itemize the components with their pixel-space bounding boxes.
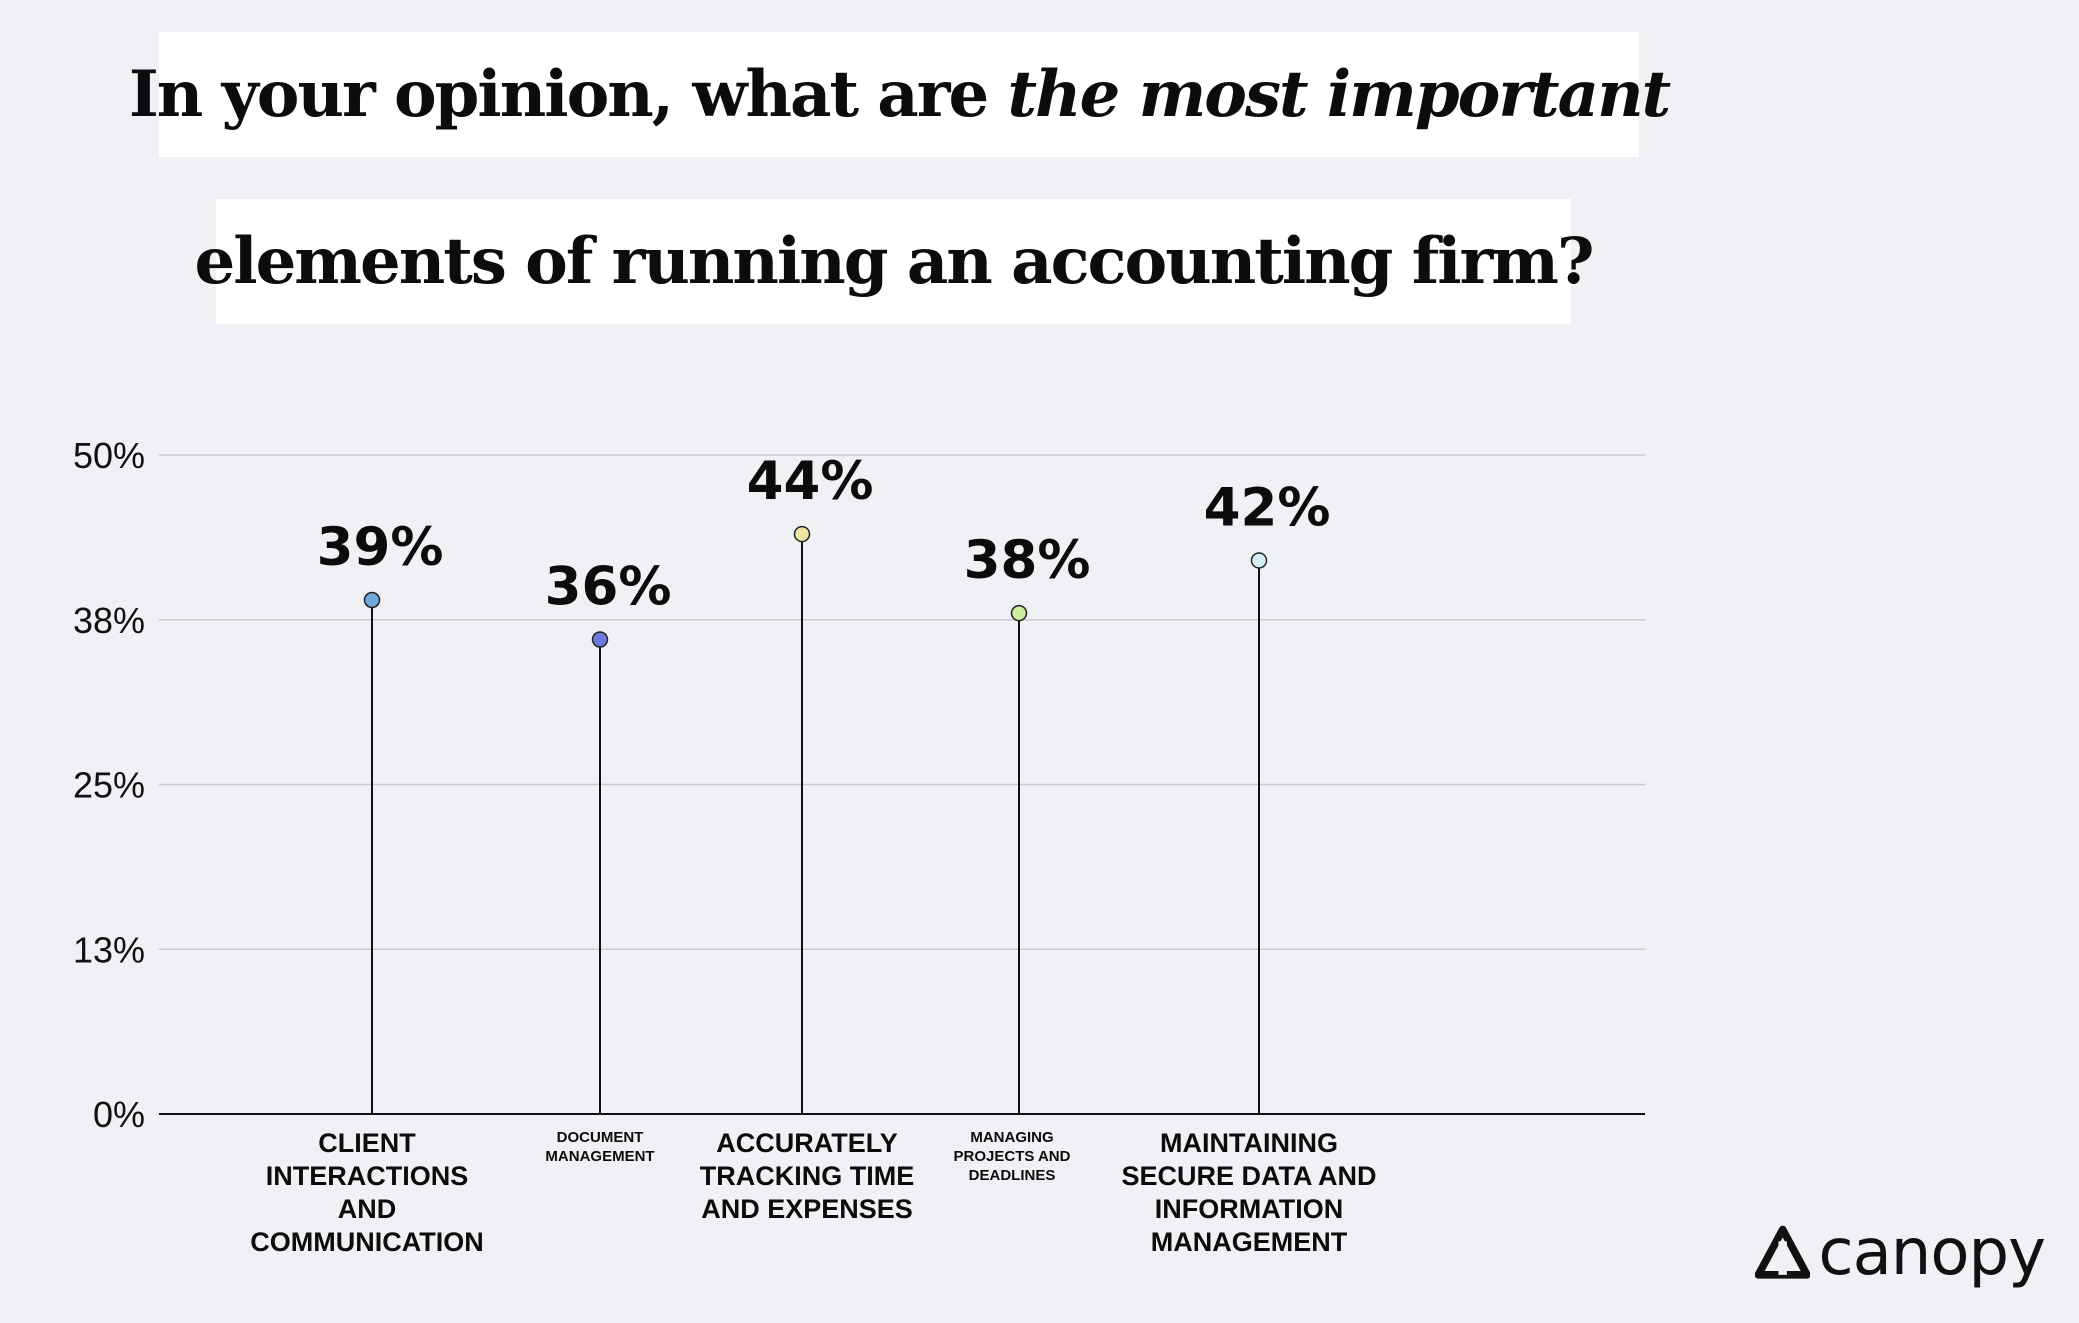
title-line-1-italic: the most important — [1007, 57, 1671, 132]
grid-lines — [159, 454, 1645, 1115]
canopy-logo-wordmark: canopy — [1818, 1216, 2046, 1290]
data-label: 38% — [964, 530, 1091, 591]
y-tick-label: 25% — [73, 765, 145, 806]
data-label: 36% — [545, 557, 672, 618]
category-label-line: PROJECTS AND — [954, 1148, 1071, 1165]
category-label-line: SECURE DATA AND — [1122, 1161, 1377, 1191]
lollipop-point — [591, 631, 609, 648]
category-label-line: COMMUNICATION — [250, 1227, 483, 1257]
category-label: MAINTAINING SECURE DATA AND INFORMATION MAN… — [1122, 1128, 1377, 1257]
lollipop-point — [793, 525, 811, 543]
category-label: MANAGING PROJECTS AND DEADLINES — [954, 1129, 1071, 1184]
category-label-line: DEADLINES — [969, 1167, 1056, 1184]
title-line-2: elements of running an accounting firm? — [195, 199, 1594, 324]
category-label-line: MANAGEMENT — [1151, 1227, 1348, 1257]
category-label: CLIENT INTERACTIONS AND COMMUNICATION — [250, 1128, 483, 1257]
data-label: 42% — [1204, 477, 1331, 538]
category-label-line: AND — [338, 1194, 397, 1224]
lollipop-point — [1250, 552, 1268, 569]
data-label: 44% — [747, 451, 874, 512]
lollipop-point — [363, 591, 381, 609]
category-label-line: CLIENT — [318, 1128, 416, 1158]
title-line-1-regular: In your opinion, what are — [128, 57, 1008, 132]
lollipop-point — [1010, 604, 1028, 622]
category-labels: CLIENT INTERACTIONS AND COMMUNICATION DOCUME… — [250, 1128, 1376, 1257]
category-label-line: DOCUMENT — [557, 1129, 644, 1146]
category-label-line: TRACKING TIME — [700, 1161, 914, 1191]
data-label: 39% — [317, 517, 444, 578]
data-labels: 39% 36% 44% 38% 42% — [317, 451, 1331, 617]
category-label-line: MAINTAINING — [1160, 1128, 1338, 1158]
y-tick-label: 50% — [73, 435, 145, 476]
category-label: ACCURATELY TRACKING TIME AND EXPENSES — [700, 1128, 914, 1224]
category-label: DOCUMENT MANAGEMENT — [545, 1129, 654, 1165]
y-tick-label: 13% — [73, 929, 145, 970]
canopy-logo: canopy — [1755, 1216, 2046, 1290]
category-label-line: MANAGING — [970, 1129, 1053, 1146]
title-line-1: In your opinion, what are the most impor… — [129, 32, 1671, 157]
y-axis: 0% 13% 25% 38% 50% — [73, 435, 145, 1135]
category-label-line: INFORMATION — [1155, 1194, 1343, 1224]
category-label-line: MANAGEMENT — [545, 1148, 654, 1165]
y-tick-label: 0% — [93, 1094, 145, 1135]
category-label-line: AND EXPENSES — [701, 1194, 913, 1224]
title-line-2-text: elements of running an accounting firm? — [194, 224, 1595, 299]
y-tick-label: 38% — [73, 600, 145, 641]
lollipop-points — [363, 525, 1268, 648]
lollipop-stems — [371, 534, 1260, 1114]
category-label-line: INTERACTIONS — [266, 1161, 469, 1191]
canopy-logo-icon — [1755, 1225, 1811, 1279]
category-label-line: ACCURATELY — [716, 1128, 898, 1158]
